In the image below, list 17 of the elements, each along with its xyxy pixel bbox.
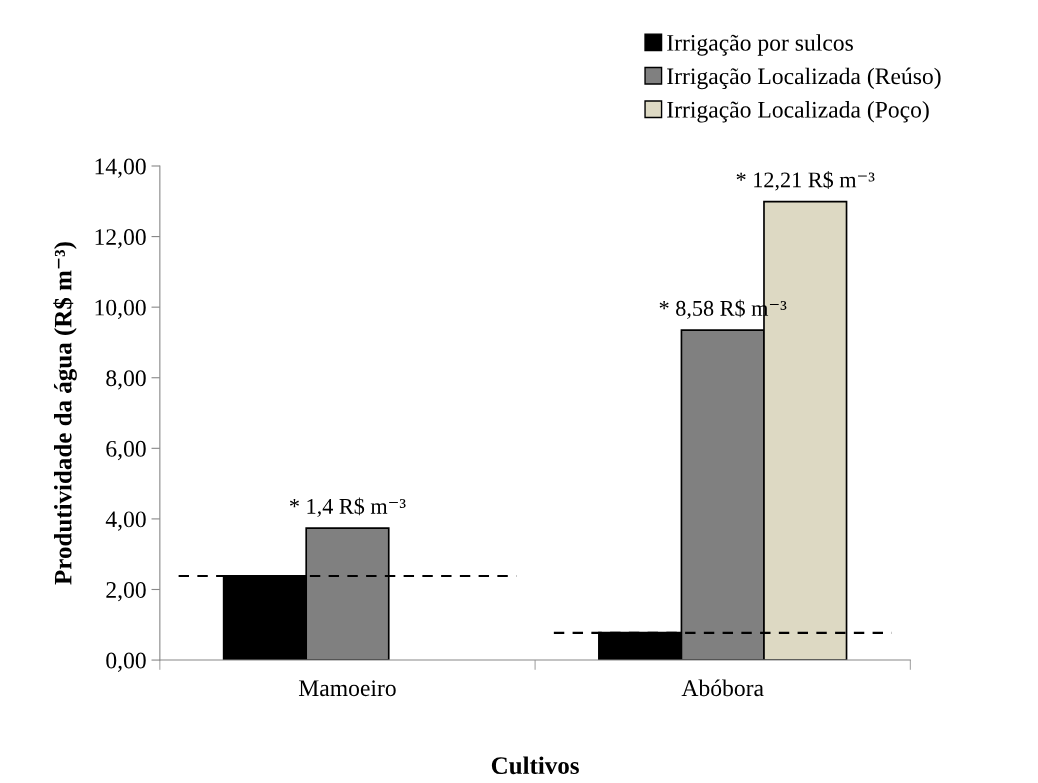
y-axis-title: Produtividade da água (R$ m⁻³)	[53, 242, 77, 585]
y-tick-label: 8,00	[106, 370, 146, 390]
legend-label: Irrigação Localizada (Poço)	[667, 101, 929, 123]
legend-label: Irrigação Localizada (Reúso)	[667, 67, 941, 90]
y-tick-label: 10,00	[95, 299, 146, 319]
y-tick-label: 2,00	[106, 581, 146, 602]
legend-label: Irrigação por sulcos	[667, 34, 853, 56]
y-tick-label: 0,00	[106, 652, 146, 672]
annotation: * 12,21 R$ m⁻³	[736, 171, 875, 191]
x-axis-title: Cultivos	[491, 756, 579, 775]
y-tick-label: 4,00	[105, 511, 146, 531]
y-tick-label: 6,00	[106, 440, 146, 461]
y-tick-label: 14,00	[95, 158, 146, 178]
y-tick-label: 12,00	[95, 229, 146, 249]
annotation: * 1,4 R$ m⁻³	[289, 497, 406, 518]
x-tick-label: Mamoeiro	[298, 680, 396, 697]
x-tick-label: Abóbora	[681, 679, 764, 697]
